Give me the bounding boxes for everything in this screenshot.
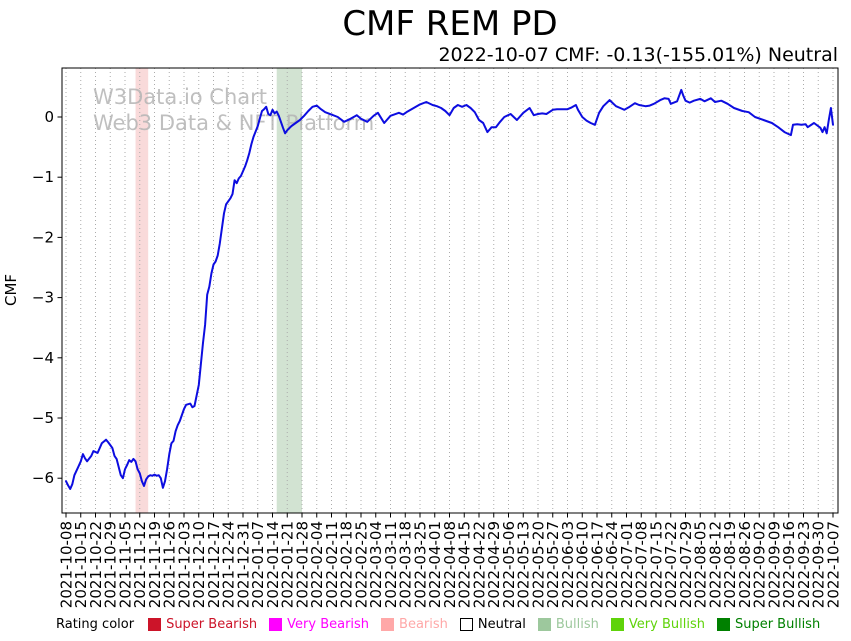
x-tick-label: 2022-04-15 bbox=[456, 521, 474, 608]
x-tick-label: 2021-11-26 bbox=[161, 521, 179, 608]
legend-item-super-bearish: Super Bearish bbox=[148, 617, 257, 632]
legend-item-super-bullish: Super Bullish bbox=[716, 617, 821, 632]
rating-bands bbox=[135, 68, 302, 513]
legend-item-very-bullish: Very Bullish bbox=[610, 617, 705, 632]
legend-label: Very Bullish bbox=[628, 617, 705, 632]
x-tick-label: 2022-02-18 bbox=[338, 521, 356, 608]
x-tick-label: 2022-06-24 bbox=[603, 521, 621, 608]
cmf-line-chart: W3Data.io Chart Web3 Data & NFT Platform… bbox=[2, 67, 842, 608]
very-bullish-swatch bbox=[610, 618, 624, 631]
x-tick-label: 2022-08-19 bbox=[721, 521, 739, 608]
x-tick-label: 2022-04-08 bbox=[441, 521, 459, 608]
x-tick-label: 2022-07-29 bbox=[677, 521, 695, 608]
legend-item-neutral: Neutral bbox=[459, 617, 526, 632]
legend-label: Super Bearish bbox=[166, 617, 258, 632]
page-title: CMF REM PD bbox=[342, 4, 558, 44]
y-axis-ticks: 0 −1 −2 −3 −4 −5 −6 bbox=[32, 108, 62, 487]
x-tick-label: 2022-01-07 bbox=[249, 521, 267, 608]
y-tick-label: −1 bbox=[32, 168, 54, 186]
legend-items: Super Bearish Very Bearish Bearish Neutral B… bbox=[148, 617, 820, 632]
y-axis-label: CMF bbox=[2, 274, 20, 306]
y-tick-label: −6 bbox=[32, 469, 54, 487]
watermark-line1: W3Data.io Chart bbox=[93, 85, 267, 109]
x-tick-label: 2022-03-04 bbox=[367, 521, 385, 608]
x-tick-label: 2022-09-23 bbox=[795, 521, 813, 608]
legend-label: Very Bearish bbox=[287, 617, 370, 632]
x-tick-label: 2022-06-03 bbox=[559, 521, 577, 608]
x-tick-label: 2022-02-25 bbox=[352, 521, 370, 608]
x-tick-label: 2022-02-11 bbox=[323, 521, 341, 608]
y-tick-label: −2 bbox=[32, 228, 54, 246]
x-tick-label: 2021-10-15 bbox=[72, 521, 90, 608]
very-bearish-swatch bbox=[269, 618, 283, 631]
x-tick-label: 2022-09-02 bbox=[751, 521, 769, 608]
x-tick-label: 2022-06-17 bbox=[588, 521, 606, 608]
watermark-line2: Web3 Data & NFT Platform bbox=[93, 111, 374, 135]
x-tick-label: 2022-05-27 bbox=[544, 521, 562, 608]
x-tick-label: 2022-03-18 bbox=[397, 521, 415, 608]
x-tick-label: 2021-10-08 bbox=[57, 521, 75, 608]
x-tick-label: 2021-10-29 bbox=[102, 521, 120, 608]
legend-label: Super Bullish bbox=[734, 617, 821, 632]
legend-item-bearish: Bearish bbox=[381, 617, 448, 632]
y-tick-label: 0 bbox=[44, 108, 54, 126]
x-tick-label: 2022-05-20 bbox=[529, 521, 547, 608]
x-tick-label: 2022-04-22 bbox=[470, 521, 488, 608]
x-tick-label: 2022-04-29 bbox=[485, 521, 503, 608]
x-tick-label: 2022-10-07 bbox=[824, 521, 842, 608]
rating-band-1 bbox=[276, 68, 302, 513]
super-bullish-swatch bbox=[716, 618, 730, 631]
legend-label: Bearish bbox=[399, 617, 448, 632]
x-tick-label: 2022-03-25 bbox=[411, 521, 429, 608]
x-tick-label: 2022-05-06 bbox=[500, 521, 518, 608]
x-tick-label: 2022-08-05 bbox=[692, 521, 710, 608]
neutral-swatch bbox=[459, 618, 473, 631]
x-tick-label: 2022-08-12 bbox=[706, 521, 724, 608]
cmf-series-line bbox=[65, 88, 834, 490]
x-tick-label: 2021-10-22 bbox=[87, 521, 105, 608]
x-tick-label: 2022-06-10 bbox=[574, 521, 592, 608]
legend-item-very-bearish: Very Bearish bbox=[269, 617, 369, 632]
x-tick-label: 2022-08-26 bbox=[736, 521, 754, 608]
x-tick-label: 2022-01-21 bbox=[279, 521, 297, 608]
legend-label: Neutral bbox=[477, 617, 526, 632]
bullish-swatch bbox=[537, 618, 551, 631]
rating-band-0 bbox=[135, 68, 149, 513]
x-tick-label: 2021-12-31 bbox=[234, 521, 252, 608]
x-tick-label: 2021-11-05 bbox=[116, 521, 134, 608]
x-tick-label: 2022-09-09 bbox=[765, 521, 783, 608]
x-tick-label: 2021-12-17 bbox=[205, 521, 223, 608]
x-tick-label: 2022-01-28 bbox=[293, 521, 311, 608]
legend-title: Rating color bbox=[56, 617, 135, 632]
x-tick-label: 2022-02-04 bbox=[308, 521, 326, 608]
plot-border bbox=[61, 67, 839, 514]
x-tick-label: 2021-12-10 bbox=[190, 521, 208, 608]
bearish-swatch bbox=[381, 618, 395, 631]
y-tick-label: −5 bbox=[32, 409, 54, 427]
legend-item-bullish: Bullish bbox=[537, 617, 599, 632]
x-tick-label: 2022-05-13 bbox=[515, 521, 533, 608]
y-tick-label: −4 bbox=[32, 349, 54, 367]
x-tick-label: 2021-12-24 bbox=[220, 521, 238, 608]
x-tick-label: 2021-11-12 bbox=[131, 521, 149, 608]
x-tick-label: 2022-07-01 bbox=[618, 521, 636, 608]
legend-label: Bullish bbox=[555, 617, 599, 632]
x-tick-label: 2021-12-03 bbox=[175, 521, 193, 608]
x-tick-label: 2021-11-19 bbox=[146, 521, 164, 608]
x-tick-label: 2022-07-08 bbox=[633, 521, 651, 608]
x-tick-label: 2022-01-14 bbox=[264, 521, 282, 608]
x-tick-label: 2022-03-11 bbox=[382, 521, 400, 608]
rating-legend: Rating color Super Bearish Very Bearish Be… bbox=[56, 617, 820, 632]
x-axis-ticks: 2021-10-082021-10-152021-10-222021-10-29… bbox=[57, 513, 842, 608]
x-tick-label: 2022-09-30 bbox=[810, 521, 828, 608]
super-bearish-swatch bbox=[148, 618, 162, 631]
x-tick-label: 2022-07-22 bbox=[662, 521, 680, 608]
chart-subtitle: 2022-10-07 CMF: -0.13(-155.01%) Neutral bbox=[438, 44, 838, 66]
x-tick-label: 2022-04-01 bbox=[426, 521, 444, 608]
x-tick-label: 2022-07-15 bbox=[647, 521, 665, 608]
y-tick-label: −3 bbox=[32, 289, 54, 307]
x-tick-label: 2022-09-16 bbox=[780, 521, 798, 608]
